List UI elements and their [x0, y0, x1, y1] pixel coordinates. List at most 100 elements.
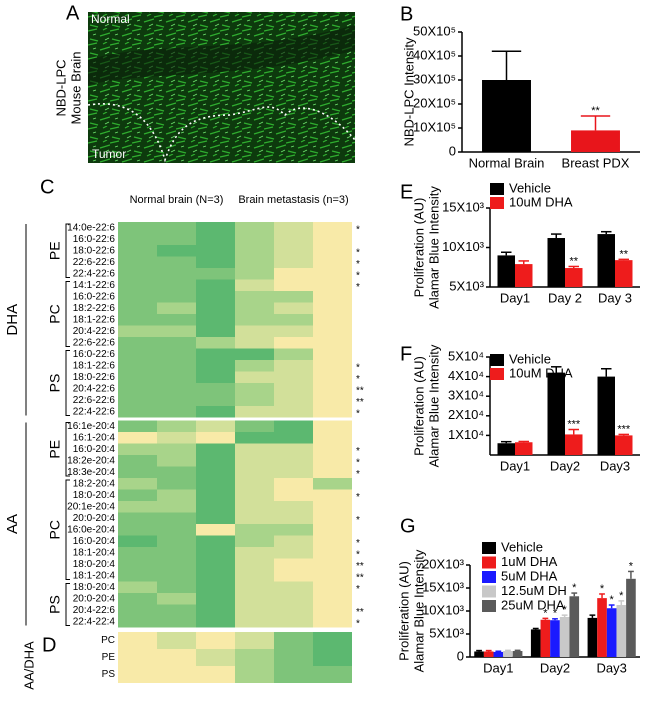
- bar: [540, 619, 551, 657]
- row-label: 20:4-22:6: [73, 326, 116, 337]
- x-tick-label: Day 3: [598, 290, 632, 305]
- y-tick-label: 2X10⁴: [448, 407, 484, 422]
- bar: [550, 620, 560, 657]
- x-tick-label: Day1: [483, 660, 513, 675]
- heatmap-cell: [274, 383, 313, 395]
- y-tick-label: 3X10⁴: [448, 388, 484, 403]
- row-label: 18:1-22:6: [73, 360, 116, 371]
- heatmap-cell: [196, 314, 235, 326]
- heatmap-cell: [235, 337, 274, 349]
- heatmap-cell: [157, 383, 196, 395]
- heatmap-cell: [196, 616, 235, 628]
- y-axis-label: Alamar Blue Intensity: [426, 344, 441, 467]
- panel-letter: A: [66, 2, 80, 24]
- heatmap-cell: [235, 406, 274, 418]
- heatmap-cell: [313, 443, 352, 455]
- significance-label: *: [356, 259, 360, 270]
- bar: [569, 596, 580, 657]
- heatmap-cell: [118, 420, 157, 432]
- heatmap-cell: [118, 371, 157, 383]
- heatmap-cell: [196, 337, 235, 349]
- row-label: 18:0-22:6: [73, 372, 116, 383]
- heatmap-cell: [274, 535, 313, 547]
- heatmap-cell: [274, 558, 313, 570]
- heatmap-cell: [118, 466, 157, 478]
- y-axis-label: Mouse Brain: [68, 52, 83, 125]
- heatmap-cell: [157, 501, 196, 513]
- heatmap-cell: [235, 466, 274, 478]
- y-tick-label: 30X10⁵: [413, 71, 456, 86]
- heatmap-cell: [157, 222, 196, 234]
- heatmap-cell: [157, 455, 196, 467]
- row-label: 22:4-22:6: [73, 268, 116, 279]
- heatmap-cell: [274, 632, 313, 649]
- y-axis-label: NBD-LPC: [53, 59, 68, 116]
- heatmap-cell: [196, 406, 235, 418]
- heatmap-cell: [235, 291, 274, 303]
- heatmap-cell: [235, 325, 274, 337]
- y-tick-label: 15X10³: [442, 199, 485, 214]
- heatmap-cell: [235, 604, 274, 616]
- bar: [512, 651, 523, 657]
- row-label: 18:1-20:4: [73, 570, 116, 581]
- heatmap-cell: [235, 371, 274, 383]
- significance-label: *: [356, 224, 360, 235]
- significance-label: **: [569, 255, 578, 267]
- heatmap-cell: [157, 302, 196, 314]
- heatmap-cell: [118, 581, 157, 593]
- significance-label: *: [619, 590, 624, 602]
- heatmap-cell: [235, 666, 274, 683]
- heatmap-cell: [235, 512, 274, 524]
- legend-swatch: [482, 571, 496, 583]
- heatmap-cell: [196, 604, 235, 616]
- heatmap-cell: [274, 360, 313, 372]
- row-label: 22:6-22:6: [73, 257, 116, 268]
- subgroup-bracket: [65, 350, 70, 416]
- heatmap-cell: [313, 478, 352, 490]
- heatmap-cell: [235, 535, 274, 547]
- bar: [615, 260, 633, 287]
- legend-label: 12.5uM DH: [501, 583, 567, 598]
- heatmap-cell: [313, 325, 352, 337]
- bar: [597, 598, 607, 657]
- heatmap-cell: [235, 432, 274, 444]
- tumor-border: [87, 103, 356, 163]
- heatmap-cell: [196, 420, 235, 432]
- x-tick-label: Breast PDX: [562, 155, 630, 170]
- heatmap-cell: [118, 489, 157, 501]
- heatmap-cell: [118, 245, 157, 257]
- heatmap-cell: [157, 649, 196, 666]
- legend-swatch: [482, 542, 496, 554]
- significance-label: *: [356, 270, 360, 281]
- row-label: 20:4-22:6: [73, 605, 116, 616]
- heatmap-cell: [274, 570, 313, 582]
- heatmap-cell: [274, 371, 313, 383]
- heatmap-cell: [274, 547, 313, 559]
- heatmap-cell: [313, 547, 352, 559]
- heatmap-cell: [118, 593, 157, 605]
- heatmap-cell: [157, 245, 196, 257]
- heatmap-cell: [196, 348, 235, 360]
- x-tick-label: Normal Brain: [469, 155, 545, 170]
- heatmap-cell: [196, 360, 235, 372]
- heatmap-cell: [196, 512, 235, 524]
- bar: [515, 264, 533, 287]
- heatmap-cell: [274, 233, 313, 245]
- heatmap-cell: [118, 291, 157, 303]
- row-label: 22:6-22:6: [73, 337, 116, 348]
- heatmap-cell: [235, 558, 274, 570]
- bar: [597, 376, 615, 455]
- bar: [565, 268, 583, 287]
- heatmap-cell: [196, 371, 235, 383]
- subgroup-bracket: [65, 422, 70, 477]
- heatmap-cell: [235, 302, 274, 314]
- heatmap-cell: [313, 233, 352, 245]
- subgroup-label: PS: [47, 595, 63, 614]
- significance-label: ***: [567, 418, 581, 430]
- heatmap-cell: [313, 432, 352, 444]
- row-label: 18:3e-20:4: [67, 467, 115, 478]
- subgroup-bracket: [65, 223, 70, 278]
- heatmap-cell: [118, 535, 157, 547]
- significance-label: *: [356, 584, 360, 595]
- y-axis-label: NBD-LPC Intensity: [401, 37, 416, 147]
